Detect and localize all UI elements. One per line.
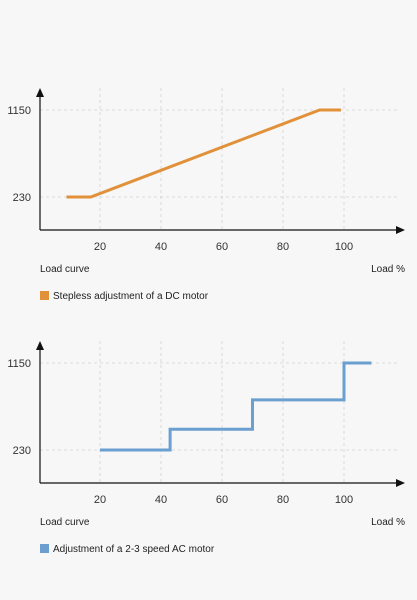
series	[66, 108, 341, 199]
x-tick-label: 20	[94, 241, 106, 253]
x-axis-caption-right: Load %	[371, 264, 405, 275]
y-tick-label: 1150	[7, 105, 31, 117]
x-tick-label: 40	[155, 241, 167, 253]
x-axis-caption-right: Load %	[371, 517, 405, 528]
x-tick-label: 100	[335, 241, 353, 253]
x-axis-arrow	[396, 479, 405, 487]
tick-labels: 20 40 60 80 100 230 1150	[7, 105, 353, 253]
legend-label: Stepless adjustment of a DC motor	[53, 291, 209, 302]
x-tick-label: 20	[94, 494, 106, 506]
legend-label: Adjustment of a 2-3 speed AC motor	[53, 544, 215, 555]
x-tick-label: 60	[216, 494, 228, 506]
series-line	[100, 361, 372, 452]
legend-swatch	[40, 544, 49, 553]
x-tick-label: 80	[277, 241, 289, 253]
x-tick-label: 40	[155, 494, 167, 506]
axes	[36, 341, 405, 487]
x-axis-caption-left: Load curve	[40, 517, 90, 528]
y-axis-arrow	[36, 341, 44, 350]
x-tick-label: 60	[216, 241, 228, 253]
tick-labels: 20 40 60 80 100 230 1150	[7, 358, 353, 506]
grid	[40, 88, 397, 230]
y-tick-label: 1150	[7, 358, 31, 370]
y-tick-label: 230	[13, 445, 31, 457]
x-tick-label: 80	[277, 494, 289, 506]
legend-swatch	[40, 291, 49, 300]
y-axis-arrow	[36, 88, 44, 97]
series-line	[66, 108, 341, 199]
x-axis-arrow	[396, 226, 405, 234]
chart-dc-motor: 20 40 60 80 100 230 1150 Load curve Load % Ste…	[7, 88, 405, 302]
axes	[36, 88, 405, 234]
y-tick-label: 230	[13, 192, 31, 204]
x-axis-caption-left: Load curve	[40, 264, 90, 275]
series	[100, 361, 372, 452]
chart-ac-motor: 20 40 60 80 100 230 1150 Load curve Load % Adj…	[7, 341, 405, 555]
x-tick-label: 100	[335, 494, 353, 506]
